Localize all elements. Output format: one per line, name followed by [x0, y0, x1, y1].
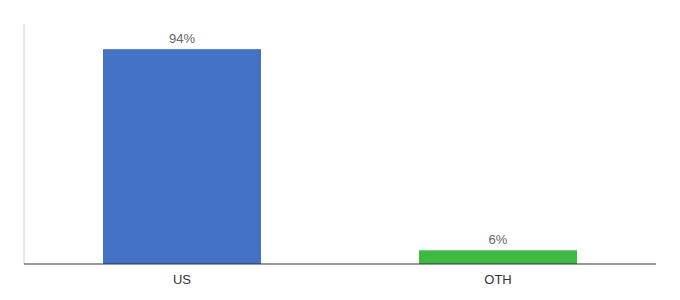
data-label: 6% — [489, 232, 508, 247]
bar — [103, 49, 261, 264]
bar — [419, 250, 577, 264]
y-axis-line — [24, 24, 25, 264]
x-tick-label: OTH — [484, 272, 511, 287]
chart-svg: 94% 6% US OTH — [0, 0, 680, 300]
x-tick-label: US — [173, 272, 191, 287]
x-axis-line — [24, 264, 656, 265]
data-label: 94% — [169, 31, 195, 46]
bars — [103, 49, 577, 264]
chart-container: 94% 6% US OTH — [0, 0, 680, 300]
